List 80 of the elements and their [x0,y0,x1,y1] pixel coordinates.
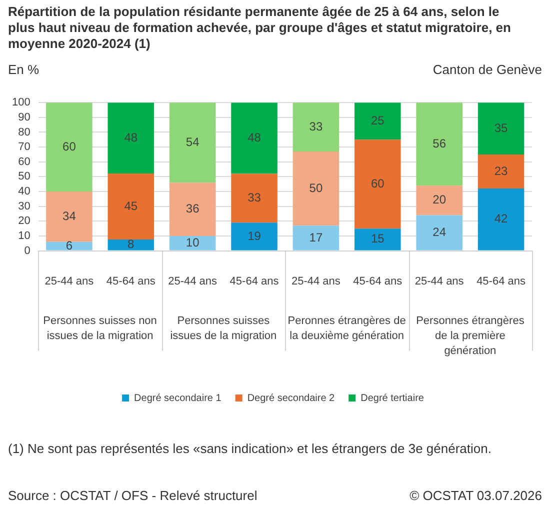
text: (1) Ne sont pas représentés les «sans indication» et les étrangers de 3e génération. [8,441,492,456]
data-label: 6 [66,238,73,252]
bar [231,102,278,174]
data-label: 48 [124,130,138,144]
bar [108,240,154,250]
bar [231,174,278,223]
data-label: 19 [248,228,262,243]
data-label: 35 [494,120,508,135]
bar [46,192,92,242]
x-tick-label: 45-64 ans [353,275,403,288]
bar [108,173,154,240]
data-label: 36 [186,202,200,216]
x-tick-label: 25-44 ans [44,275,94,288]
data-label: 56 [432,136,446,150]
y-tick-label: 50 [18,170,30,183]
bar [416,186,462,216]
y-tick-label: 40 [18,186,30,198]
bar [108,102,154,174]
bar [292,226,340,250]
y-tick-label: 60 [18,156,30,168]
legend-label: Degré secondaire 2 [247,392,336,404]
bar [416,215,462,250]
bar [354,102,401,140]
data-label: 33 [248,190,262,204]
x-tick-label: 25-44 ans [414,275,464,288]
text: Personnes suisses issues de la migration [170,314,277,342]
bar [354,228,401,250]
bar [478,102,524,154]
data-label: 34 [62,209,76,224]
bar [46,102,92,192]
data-label: 42 [494,212,508,226]
data-label: 15 [370,232,385,246]
y-tick-label: 0 [24,244,30,257]
chart-subtitle: Canton de Genève [432,62,542,77]
bar [46,242,92,250]
source-note: Source : OCSTAT / OFS - Relevé structurel [8,488,258,503]
x-tick-label: 45-64 ans [476,275,526,288]
text: © OCSTAT 03.07.2026 [410,488,542,503]
data-label: 10 [186,235,200,250]
data-label: 50 [309,180,323,195]
y-tick-label: 90 [18,111,30,124]
bar [169,182,216,236]
bar [292,152,340,226]
bar [478,188,524,250]
legend-label: Degré tertiaire [360,392,424,404]
chart-title: Répartition de la population résidante permanente âgée de 25 à 64 ans, selon le plus haut niveau de formation achevée, par groupe d'âges et statut migratoire, en moyenne 2020-2024 (1) [8,4,512,52]
data-label: 33 [309,119,323,134]
y-tick-label: 100 [12,96,30,109]
text: Personnes suisses non issues de la migration [43,314,157,342]
bar [169,102,216,183]
bar [416,102,462,186]
legend-label: Degré secondaire 1 [134,392,222,404]
bar [292,102,340,152]
y-tick-label: 70 [18,141,30,154]
bar [169,236,216,250]
y-tick-label: 20 [18,215,30,228]
y-tick-label: 30 [18,200,30,212]
x-tick-label: 25-44 ans [291,275,341,288]
data-label: 23 [494,164,508,178]
data-label: 17 [309,230,323,244]
data-label: 54 [186,134,200,149]
y-axis-title: En % [8,62,40,77]
data-label: 25 [370,113,385,128]
text: Personnes étrangères de la première génération [416,314,525,357]
data-label: 48 [248,130,262,144]
x-tick-label: 45-64 ans [230,275,280,288]
x-tick-label: 45-64 ans [106,275,156,288]
x-tick-label: 25-44 ans [168,275,218,288]
data-label: 8 [128,237,135,252]
y-tick-label: 80 [18,126,30,138]
text: Peronnes étrangères de la deuxième génération [288,314,406,342]
data-label: 60 [370,176,385,190]
y-tick-label: 10 [18,230,30,242]
data-label: 24 [432,225,446,240]
data-label: 45 [124,198,138,213]
bar [231,222,278,250]
bar [478,154,524,189]
bar [354,140,401,229]
data-label: 60 [62,139,76,154]
data-label: 20 [432,192,446,207]
